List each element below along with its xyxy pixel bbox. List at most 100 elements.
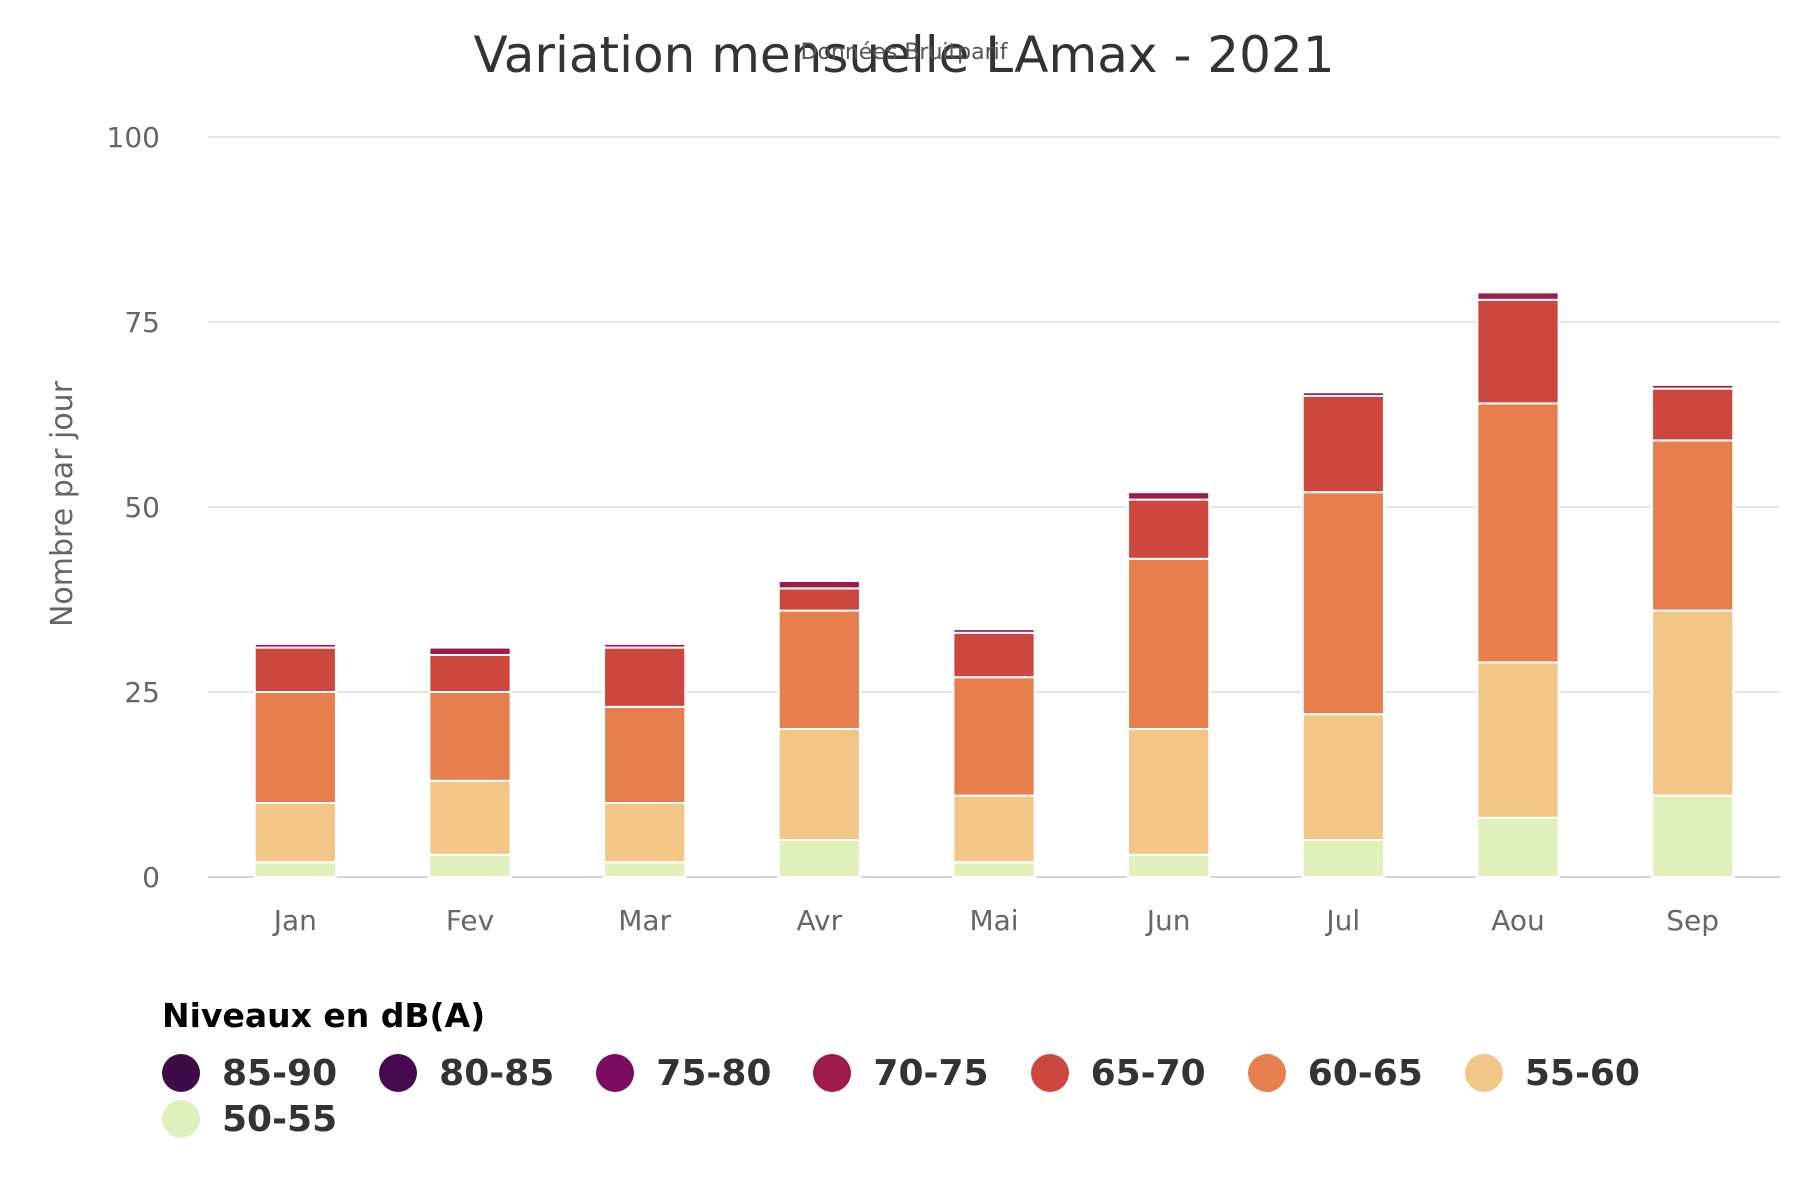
bar-segment-65-70[interactable]	[603, 646, 687, 708]
bar-segment-60-65[interactable]	[1127, 557, 1211, 730]
legend-item-55-60[interactable]: 55-60	[1464, 1050, 1640, 1096]
y-axis-ticks: 0 25 50 75 100	[107, 121, 160, 894]
bar-segment-65-70[interactable]	[952, 631, 1036, 679]
bar-segment-70-75[interactable]	[952, 628, 1036, 634]
bar-segment-50-55[interactable]	[1127, 853, 1211, 878]
bar-stack-mar[interactable]	[603, 642, 687, 879]
legend-label: 60-65	[1307, 1052, 1423, 1094]
stacked-bar-chart: 0 25 50 75 100 Jan Fev Mar Avr Mai Jun Jul Aou Sep V…	[45, 26, 1780, 937]
bar-stack-aou[interactable]	[1476, 291, 1560, 878]
x-axis-ticks: Jan Fev Mar Avr Mai Jun Jul Aou Sep	[272, 904, 1719, 937]
x-tick-label: Mar	[618, 904, 671, 937]
x-tick-label: Sep	[1666, 904, 1719, 937]
x-tick-label: Fev	[446, 904, 494, 937]
legend-dot-icon	[1247, 1054, 1286, 1092]
x-tick-label: Avr	[797, 904, 843, 937]
bar-segment-55-60[interactable]	[952, 794, 1036, 864]
bar-segment-70-75[interactable]	[1476, 291, 1560, 301]
legend-label: 85-90	[222, 1052, 338, 1094]
bar-segment-50-55[interactable]	[1476, 816, 1560, 878]
bar-segment-55-60[interactable]	[777, 728, 861, 841]
bar-segment-60-65[interactable]	[428, 691, 512, 782]
bar-segment-65-70[interactable]	[777, 587, 861, 612]
x-tick-label: Mai	[969, 904, 1018, 937]
bar-segment-65-70[interactable]	[1301, 395, 1385, 494]
bar-segment-70-75[interactable]	[428, 646, 512, 656]
legend-dot-icon	[379, 1054, 418, 1092]
y-tick-label: 0	[142, 861, 160, 894]
legend-label: 80-85	[439, 1052, 555, 1094]
bar-segment-70-75[interactable]	[253, 642, 337, 649]
y-axis-label: Nombre par jour	[45, 380, 80, 627]
bar-segment-70-75[interactable]	[1127, 491, 1211, 501]
bar-segment-60-65[interactable]	[1651, 439, 1735, 612]
y-tick-label: 75	[124, 306, 160, 339]
bar-stack-jul[interactable]	[1301, 391, 1385, 878]
bar-segment-50-55[interactable]	[603, 861, 687, 879]
legend-label: 55-60	[1524, 1052, 1640, 1094]
x-tick-label: Aou	[1491, 904, 1545, 937]
legend-item-75-80[interactable]: 75-80	[596, 1050, 771, 1096]
y-tick-label: 100	[107, 121, 160, 154]
legend-item-80-85[interactable]: 80-85	[379, 1050, 554, 1096]
bar-segment-70-75[interactable]	[1651, 383, 1735, 390]
bar-segment-55-60[interactable]	[1301, 713, 1385, 842]
x-tick-label: Jan	[272, 904, 317, 937]
bar-stack-jun[interactable]	[1127, 491, 1211, 878]
bars	[253, 291, 1735, 879]
bar-segment-55-60[interactable]	[253, 802, 337, 864]
bar-segment-50-55[interactable]	[1301, 839, 1385, 878]
bar-segment-55-60[interactable]	[603, 802, 687, 864]
bar-segment-65-70[interactable]	[1476, 298, 1560, 405]
legend-label: 50-55	[222, 1098, 338, 1140]
bar-stack-sep[interactable]	[1651, 383, 1735, 878]
legend-dot-icon	[162, 1054, 200, 1092]
legend-dot-icon	[162, 1100, 200, 1138]
bar-segment-50-55[interactable]	[1651, 794, 1735, 878]
bar-stack-mai[interactable]	[952, 628, 1036, 879]
chart-subtitle: Données Bruitparif	[801, 40, 1009, 65]
bar-segment-70-75[interactable]	[603, 642, 687, 649]
legend: 85-90 80-85 75-80 70-75 65-70 60-65 55-60 50-55	[162, 1050, 1722, 1142]
legend-label: 65-70	[1090, 1052, 1206, 1094]
legend-item-50-55[interactable]: 50-55	[162, 1096, 337, 1142]
bar-stack-jan[interactable]	[253, 642, 337, 879]
legend-dot-icon	[1030, 1054, 1069, 1092]
legend-label: 70-75	[873, 1052, 989, 1094]
bar-segment-55-60[interactable]	[428, 779, 512, 856]
bar-segment-55-60[interactable]	[1476, 661, 1560, 819]
x-tick-label: Jul	[1324, 904, 1360, 937]
legend-item-65-70[interactable]: 65-70	[1030, 1050, 1206, 1096]
bar-segment-55-60[interactable]	[1127, 728, 1211, 856]
bar-segment-50-55[interactable]	[253, 861, 337, 879]
chart-title: Variation mensuelle LAmax - 2021	[473, 26, 1334, 84]
bar-segment-65-70[interactable]	[1127, 498, 1211, 560]
legend-dot-icon	[813, 1054, 852, 1092]
bar-segment-55-60[interactable]	[1651, 609, 1735, 797]
legend-label: 75-80	[656, 1052, 772, 1094]
bar-segment-50-55[interactable]	[777, 839, 861, 878]
y-tick-label: 25	[124, 676, 160, 709]
legend-item-60-65[interactable]: 60-65	[1247, 1050, 1423, 1096]
bar-segment-65-70[interactable]	[1651, 387, 1735, 442]
bar-segment-50-55[interactable]	[428, 853, 512, 878]
bar-segment-70-75[interactable]	[777, 580, 861, 590]
bar-segment-60-65[interactable]	[253, 691, 337, 804]
bar-stack-fev[interactable]	[428, 646, 512, 878]
bar-segment-70-75[interactable]	[1301, 391, 1385, 397]
bar-stack-avr[interactable]	[777, 580, 861, 878]
bar-segment-50-55[interactable]	[952, 861, 1036, 879]
legend-item-85-90[interactable]: 85-90	[162, 1050, 337, 1096]
x-tick-label: Jun	[1145, 904, 1191, 937]
bar-segment-60-65[interactable]	[777, 609, 861, 730]
y-tick-label: 50	[124, 491, 160, 524]
legend-dot-icon	[1464, 1054, 1503, 1092]
bar-segment-60-65[interactable]	[1301, 491, 1385, 716]
bar-segment-65-70[interactable]	[428, 654, 512, 693]
bar-segment-60-65[interactable]	[952, 676, 1036, 797]
bar-segment-65-70[interactable]	[253, 646, 337, 693]
legend-item-70-75[interactable]: 70-75	[813, 1050, 989, 1096]
legend-title: Niveaux en dB(A)	[162, 996, 486, 1035]
bar-segment-60-65[interactable]	[1476, 402, 1560, 664]
bar-segment-60-65[interactable]	[603, 705, 687, 804]
